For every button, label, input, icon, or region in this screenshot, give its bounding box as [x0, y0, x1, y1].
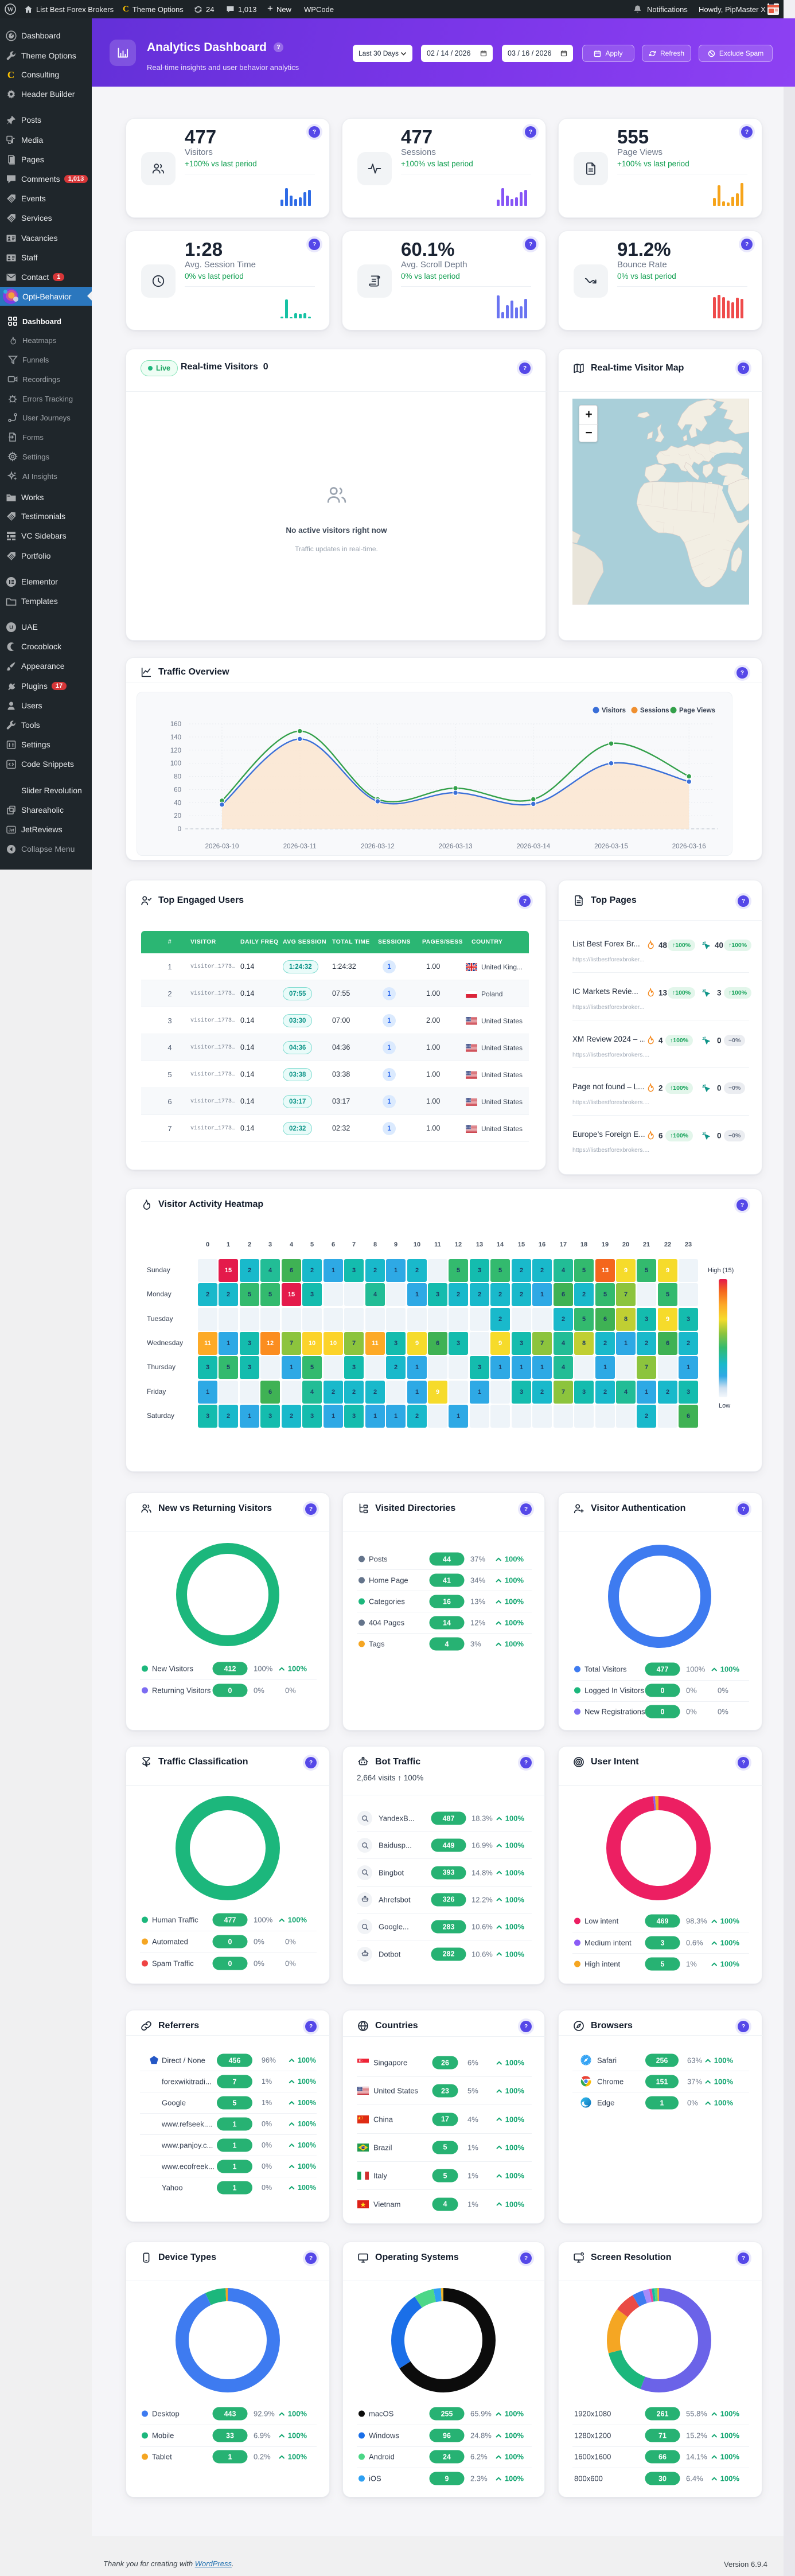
svg-text:U: U [9, 625, 13, 630]
svg-text:2026-03-12: 2026-03-12 [361, 843, 395, 850]
svg-text:40: 40 [174, 800, 181, 806]
svg-text:2026-03-15: 2026-03-15 [594, 843, 628, 850]
svg-text:120: 120 [170, 747, 181, 754]
svg-text:100: 100 [170, 761, 181, 767]
svg-text:2026-03-13: 2026-03-13 [439, 843, 473, 850]
svg-text:Visitors: Visitors [602, 707, 626, 714]
svg-text:Page Views: Page Views [679, 707, 715, 714]
svg-text:20: 20 [174, 813, 181, 820]
svg-text:Sessions: Sessions [640, 707, 669, 714]
svg-text:2026-03-10: 2026-03-10 [205, 843, 239, 850]
svg-text:0: 0 [178, 826, 181, 833]
svg-text:W: W [7, 6, 14, 13]
svg-text:140: 140 [170, 734, 181, 741]
svg-text:160: 160 [170, 721, 181, 728]
svg-text:2026-03-14: 2026-03-14 [516, 843, 550, 850]
svg-text:Jet: Jet [8, 828, 14, 832]
svg-text:2026-03-11: 2026-03-11 [283, 843, 317, 850]
svg-text:60: 60 [174, 786, 181, 793]
svg-text:80: 80 [174, 774, 181, 781]
svg-text:2026-03-16: 2026-03-16 [672, 843, 706, 850]
